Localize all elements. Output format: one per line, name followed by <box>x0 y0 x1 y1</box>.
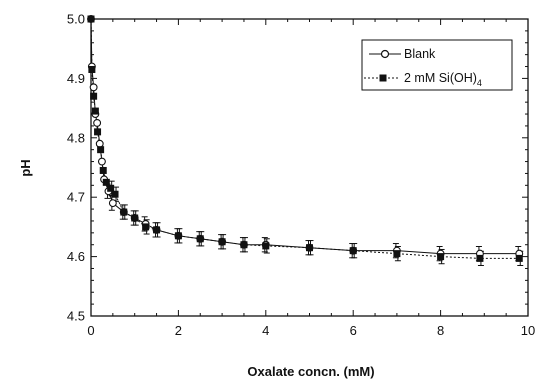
data-point-blank <box>95 139 104 148</box>
legend: Blank 2 mM Si(OH)4 <box>361 39 513 91</box>
data-point-si <box>131 214 139 222</box>
y-tick-label: 4.9 <box>67 71 85 86</box>
data-point-si <box>218 238 226 246</box>
legend-label-si: 2 mM Si(OH)4 <box>404 71 482 88</box>
y-axis-title: pH <box>18 159 33 176</box>
data-point-si <box>437 253 445 261</box>
data-point-si <box>476 254 484 262</box>
data-point-si <box>515 254 523 262</box>
data-point-si <box>349 247 357 255</box>
data-point-si <box>393 250 401 258</box>
legend-marker-si <box>379 74 387 82</box>
legend-box <box>361 39 513 91</box>
data-point-blank <box>89 83 98 92</box>
x-tick-label: 4 <box>262 323 269 338</box>
data-point-si <box>306 244 313 252</box>
data-point-si <box>94 128 102 136</box>
legend-marker-blank <box>380 49 390 59</box>
data-point-si <box>87 15 95 23</box>
legend-label-si-main: 2 mM Si(OH) <box>404 71 477 85</box>
legend-label-si-subscript: 4 <box>477 78 482 88</box>
x-tick-label: 0 <box>87 323 94 338</box>
legend-label-blank: Blank <box>404 47 436 61</box>
series-layer <box>87 15 524 267</box>
y-tick-label: 4.8 <box>67 130 85 145</box>
x-axis-title: Oxalate concn. (mM) <box>247 364 374 379</box>
tick-labels: 0 2 4 6 8 10 4.5 4.6 4.7 4.8 4.9 5.0 <box>67 12 535 339</box>
data-point-si <box>120 208 128 216</box>
data-point-si <box>107 184 115 192</box>
data-point-si <box>262 242 270 250</box>
data-point-blank <box>93 118 102 127</box>
y-tick-label: 4.6 <box>67 249 85 264</box>
data-point-blank <box>108 199 117 208</box>
x-tick-label: 2 <box>175 323 182 338</box>
data-point-blank <box>97 157 106 166</box>
data-point-si <box>196 235 204 243</box>
data-point-si <box>91 107 99 115</box>
data-point-si <box>153 226 161 234</box>
data-point-si <box>174 232 182 240</box>
y-tick-label: 4.7 <box>67 190 85 205</box>
data-point-si <box>90 92 98 100</box>
y-tick-label: 5.0 <box>67 12 85 27</box>
data-point-si <box>102 178 110 186</box>
data-point-si <box>88 65 96 73</box>
ticks <box>90 18 529 317</box>
y-tick-label: 4.5 <box>67 309 85 324</box>
data-point-si <box>99 166 107 174</box>
x-tick-label: 10 <box>521 323 535 338</box>
data-point-si <box>111 190 119 198</box>
data-point-si <box>97 146 105 154</box>
x-tick-label: 6 <box>350 323 357 338</box>
data-point-si <box>142 223 150 231</box>
x-tick-label: 8 <box>437 323 444 338</box>
data-point-si <box>240 241 248 249</box>
